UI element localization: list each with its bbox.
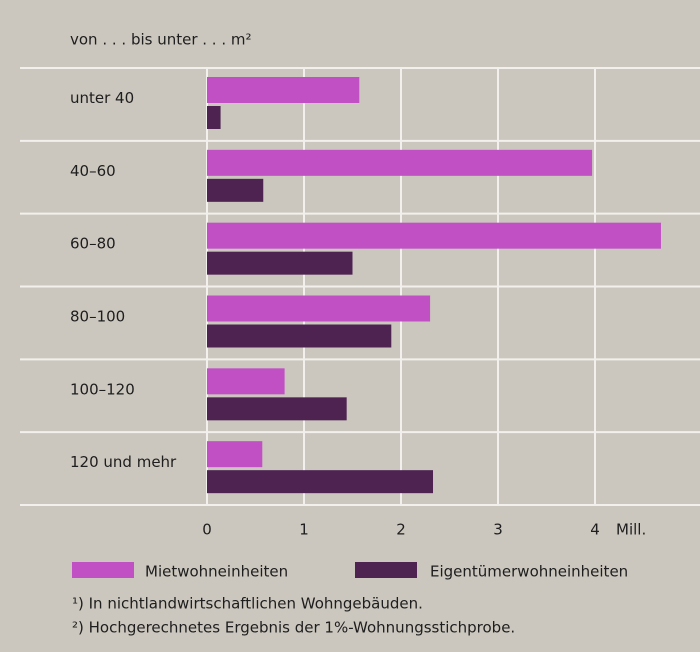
x-tick-label: 3 [493,521,503,539]
x-tick-label: 1 [299,521,309,539]
footnote: ¹) In nichtlandwirtschaftlichen Wohngebä… [72,595,423,613]
chart-title: von . . . bis unter . . . m² [70,31,252,49]
bar [207,368,285,395]
x-axis-label: Mill. [616,521,646,539]
y-tick-label: 100–120 [70,380,135,398]
legend-label: Eigentümerwohneinheiten [430,563,628,581]
bar [207,470,434,494]
y-tick-label: 40–60 [70,162,116,180]
y-tick-label: 120 und mehr [70,453,177,471]
bar [207,222,661,249]
bar [207,149,593,176]
legend-swatch [72,562,134,578]
x-tick-label: 2 [396,521,406,539]
legend-label: Mietwohneinheiten [145,563,288,581]
y-tick-label: 60–80 [70,235,116,253]
bar [207,441,263,468]
bar [207,324,392,348]
y-tick-label: 80–100 [70,307,125,325]
bar [207,251,353,275]
y-tick-label: unter 40 [70,89,134,107]
footnote: ²) Hochgerechnetes Ergebnis der 1%-Wohnu… [72,619,515,637]
bar [207,178,264,202]
x-tick-label: 4 [590,521,600,539]
bar [207,295,431,322]
bar [207,106,221,129]
bar [207,77,360,103]
x-tick-label: 0 [202,521,212,539]
legend-swatch [355,562,417,578]
bar [207,397,347,421]
